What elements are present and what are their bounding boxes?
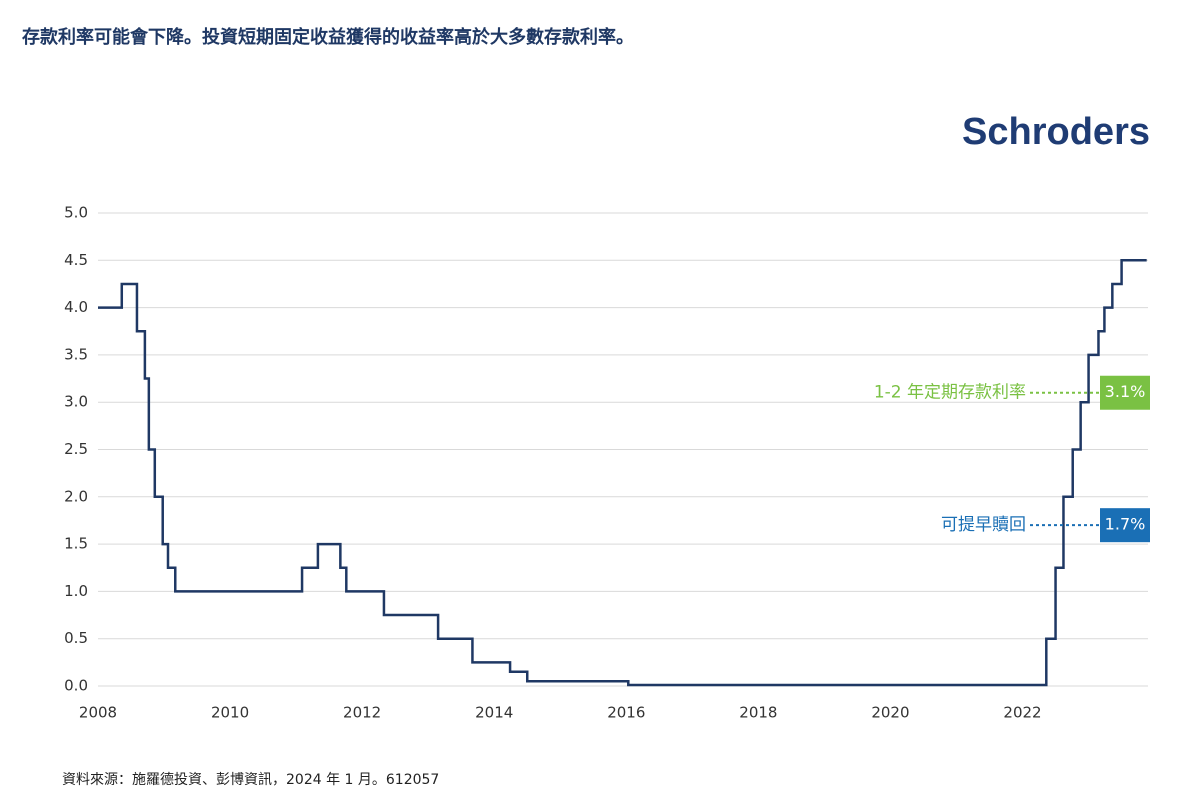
y-tick-label: 1.0 bbox=[64, 582, 88, 600]
chart-title: 存款利率可能會下降。投資短期固定收益獲得的收益率高於大多數存款利率。 bbox=[22, 26, 634, 48]
x-tick-label: 2014 bbox=[475, 704, 513, 722]
y-tick-label: 5.0 bbox=[64, 204, 88, 222]
x-tick-label: 2012 bbox=[343, 704, 381, 722]
y-tick-label: 4.0 bbox=[64, 298, 88, 316]
y-tick-label: 0.0 bbox=[64, 677, 88, 695]
marker-value: 3.1% bbox=[1105, 382, 1146, 401]
x-tick-label: 2022 bbox=[1003, 704, 1041, 722]
y-tick-label: 3.0 bbox=[64, 393, 88, 411]
source-note: 資料來源：施羅德投資、彭博資訊，2024 年 1 月。612057 bbox=[62, 771, 439, 788]
marker-box bbox=[1100, 375, 1150, 410]
marker-label: 可提早贖回 bbox=[941, 515, 1026, 535]
x-tick-label: 2018 bbox=[739, 704, 777, 722]
y-tick-label: 3.5 bbox=[64, 345, 88, 363]
y-tick-label: 0.5 bbox=[64, 629, 88, 647]
y-tick-label: 4.5 bbox=[64, 251, 88, 269]
y-tick-label: 2.5 bbox=[64, 440, 88, 458]
marker-value: 1.7% bbox=[1105, 515, 1146, 534]
x-tick-label: 2020 bbox=[871, 704, 909, 722]
rate-line bbox=[98, 259, 1147, 687]
x-tick-label: 2016 bbox=[607, 704, 645, 722]
x-tick-label: 2010 bbox=[211, 704, 249, 722]
y-tick-label: 1.5 bbox=[64, 535, 88, 553]
x-tick-label: 2008 bbox=[79, 704, 117, 722]
logo: Schroders bbox=[962, 111, 1150, 153]
marker-box bbox=[1100, 508, 1150, 543]
marker-label: 1-2 年定期存款利率 bbox=[874, 383, 1026, 403]
y-tick-label: 2.0 bbox=[64, 487, 88, 505]
